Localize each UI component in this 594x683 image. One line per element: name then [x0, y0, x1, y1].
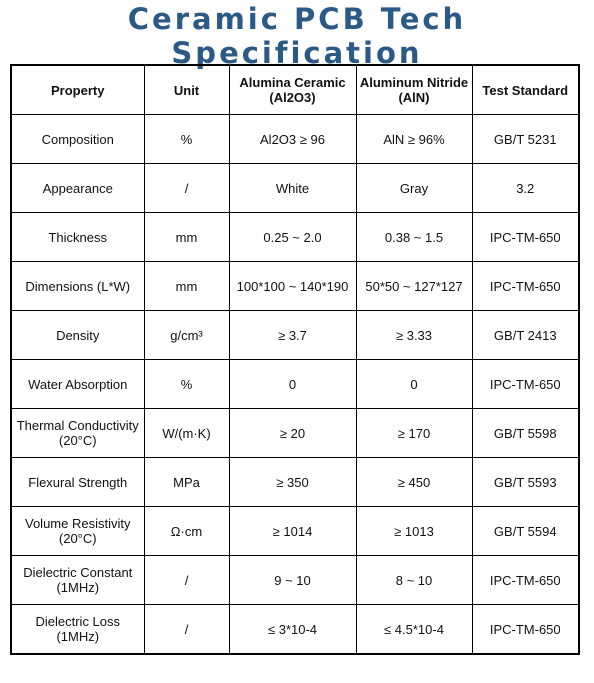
- table-cell: Flexural Strength: [10, 457, 145, 507]
- table-cell: IPC-TM-650: [471, 212, 580, 262]
- table-cell: Density: [10, 310, 145, 360]
- table-row: Thickness mm 0.25 ~ 2.0 0.38 ~ 1.5 IPC-TM-65…: [10, 212, 580, 262]
- table-row: Composition% Al2O3 ≥ 96 AlN ≥ 96% GB/T 5231: [10, 114, 580, 164]
- table-cell: Water Absorption: [10, 359, 145, 409]
- column-header: Unit: [143, 64, 230, 115]
- table-cell: /: [143, 604, 230, 655]
- table-cell: Volume Resistivity (20°C): [10, 506, 145, 556]
- table-cell: GB/T 5231: [471, 114, 580, 164]
- table-cell: 9 ~ 10: [228, 555, 357, 605]
- table-cell: /: [143, 555, 230, 605]
- column-header: Test Standard: [471, 64, 580, 115]
- header-row: Property Unit Alumina Ceramic (Al2O3) Alumi…: [10, 64, 580, 115]
- title: Ceramic PCB Tech Specification: [127, 2, 467, 70]
- table-cell: ≥ 20: [228, 408, 357, 458]
- table-cell: Gray: [355, 163, 473, 213]
- table-cell: Al2O3 ≥ 96: [228, 114, 357, 164]
- table-row: Density g/cm³ ≥ 3.7 ≥ 3.33 GB/T 2413: [10, 310, 580, 360]
- table-cell: /: [143, 163, 230, 213]
- table-cell: ≥ 3.33: [355, 310, 473, 360]
- table-cell: Dielectric Loss (1MHz): [10, 604, 145, 655]
- column-header: Alumina Ceramic (Al2O3): [228, 64, 357, 115]
- table-cell: White: [228, 163, 357, 213]
- table-body: Composition% Al2O3 ≥ 96 AlN ≥ 96% GB/T 5231…: [10, 114, 580, 655]
- table-cell: 100*100 ~ 140*190: [228, 261, 357, 311]
- table-cell: ≤ 3*10-4: [228, 604, 357, 655]
- table-cell: 0: [355, 359, 473, 409]
- table-row: Thermal Conductivity (20°C) W/(m·K) ≥ 20 ≥ …: [10, 408, 580, 458]
- table-cell: %: [143, 359, 230, 409]
- column-header: Aluminum Nitride (AlN): [355, 64, 473, 115]
- table-cell: W/(m·K): [143, 408, 230, 458]
- table-cell: GB/T 5593: [471, 457, 580, 507]
- table-cell: Dielectric Constant (1MHz): [10, 555, 145, 605]
- table-cell: Appearance: [10, 163, 145, 213]
- table-cell: Thickness: [10, 212, 145, 262]
- table-row: Flexural Strength MPa ≥ 350 ≥ 450 GB/T 5593: [10, 457, 580, 507]
- table-cell: 0.25 ~ 2.0: [228, 212, 357, 262]
- table-cell: %: [143, 114, 230, 164]
- table-cell: IPC-TM-650: [471, 555, 580, 605]
- table-row: Water Absorption% 0 0 IPC-TM-650: [10, 359, 580, 409]
- table-cell: ≥ 1013: [355, 506, 473, 556]
- table-cell: ≥ 450: [355, 457, 473, 507]
- table-cell: ≥ 1014: [228, 506, 357, 556]
- table-cell: ≥ 170: [355, 408, 473, 458]
- table-cell: 3.2: [471, 163, 580, 213]
- table-row: Dielectric Constant (1MHz)/9 ~ 10 8 ~ 10 I…: [10, 555, 580, 605]
- table-cell: ≥ 350: [228, 457, 357, 507]
- table-cell: mm: [143, 261, 230, 311]
- table-row: Dielectric Loss (1MHz) / ≤ 3*10-4 ≤ 4.5*10-…: [10, 604, 580, 655]
- table-cell: 8 ~ 10: [355, 555, 473, 605]
- table-row: Volume Resistivity (20°C) Ω·cm ≥ 1014 ≥ 101…: [10, 506, 580, 556]
- table-row: Appearance / White Gray 3.2: [10, 163, 580, 213]
- spec-table: Property Unit Alumina Ceramic (Al2O3) Alumi…: [10, 64, 580, 655]
- table-row: Dimensions (L*W) mm 100*100 ~ 140*190 50*50…: [10, 261, 580, 311]
- column-header: Property: [10, 64, 145, 115]
- table-cell: GB/T 5594: [471, 506, 580, 556]
- table-cell: 50*50 ~ 127*127: [355, 261, 473, 311]
- table-cell: Dimensions (L*W): [10, 261, 145, 311]
- table-cell: IPC-TM-650: [471, 359, 580, 409]
- table-cell: IPC-TM-650: [471, 604, 580, 655]
- table-cell: MPa: [143, 457, 230, 507]
- table-cell: GB/T 2413: [471, 310, 580, 360]
- table-cell: 0: [228, 359, 357, 409]
- table-cell: AlN ≥ 96%: [355, 114, 473, 164]
- table-cell: GB/T 5598: [471, 408, 580, 458]
- table-cell: 0.38 ~ 1.5: [355, 212, 473, 262]
- table-cell: g/cm³: [143, 310, 230, 360]
- table-cell: Composition: [10, 114, 145, 164]
- table-cell: Ω·cm: [143, 506, 230, 556]
- table-cell: Thermal Conductivity (20°C): [10, 408, 145, 458]
- table-cell: ≥ 3.7: [228, 310, 357, 360]
- table-cell: mm: [143, 212, 230, 262]
- table-cell: IPC-TM-650: [471, 261, 580, 311]
- table-cell: ≤ 4.5*10-4: [355, 604, 473, 655]
